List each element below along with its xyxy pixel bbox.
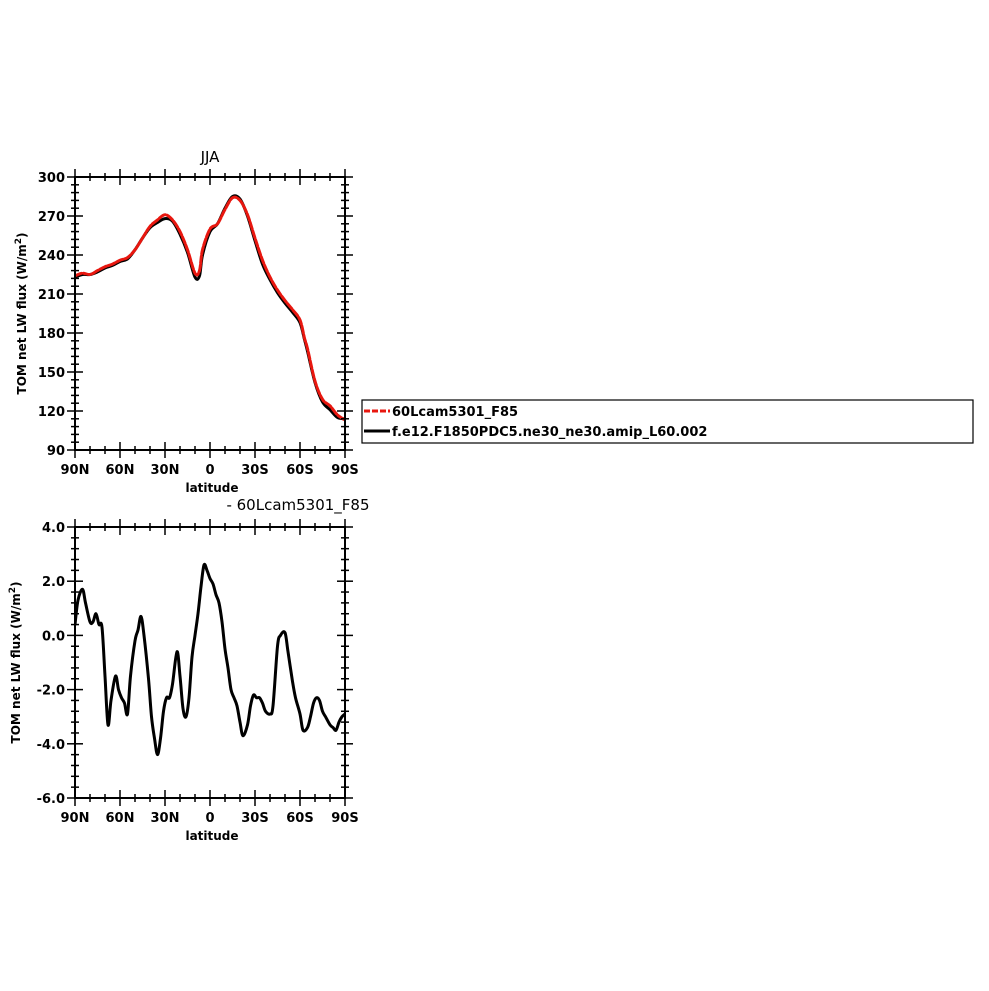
top-panel: JJA 90 120 150 180 210 240 270 300 90N 60N 30N 0 30S… <box>14 148 359 495</box>
x-tick-label: 30S <box>241 811 268 826</box>
x-tick-label: 90S <box>331 463 358 478</box>
x-tick-label: 0 <box>205 811 214 826</box>
y-tick-label: 4.0 <box>42 521 65 536</box>
series-line-difference <box>75 562 345 757</box>
bottom-plot-area: -6.0 -4.0 -2.0 0.0 2.0 4.0 90N 60N 30N 0 30S 60S 90S <box>37 519 359 826</box>
top-x-axis-label: latitude <box>185 481 238 495</box>
y-tick-label: -4.0 <box>37 738 65 753</box>
y-tick-label: -6.0 <box>37 792 65 807</box>
y-tick-label: 210 <box>38 288 65 303</box>
y-tick-label: -2.0 <box>37 684 65 699</box>
x-tick-label: 60N <box>106 463 135 478</box>
y-tick-label: 180 <box>38 327 65 342</box>
x-tick-label: 60S <box>286 463 313 478</box>
series-line-60lcam5301-f85 <box>75 195 345 422</box>
legend-entry: f.e12.F1850PDC5.ne30_ne30.amip_L60.002 <box>392 425 707 440</box>
x-tick-label: 90N <box>61 463 90 478</box>
y-tick-label: 300 <box>38 171 65 186</box>
y-tick-label: 2.0 <box>42 575 65 590</box>
y-tick-label: 150 <box>38 366 65 381</box>
x-tick-label: 90S <box>331 811 358 826</box>
bottom-y-axis-label: TOM net LW flux (W/m2) <box>8 582 23 744</box>
x-tick-label: 90N <box>61 811 90 826</box>
x-tick-label: 60N <box>106 811 135 826</box>
y-tick-label: 270 <box>38 210 65 225</box>
top-plot-area: 90 120 150 180 210 240 270 300 90N 60N 30N 0 30S 60S 9… <box>38 169 359 478</box>
top-y-axis-label: TOM net LW flux (W/m2) <box>14 233 29 395</box>
y-tick-label: 0.0 <box>42 629 65 644</box>
x-tick-label: 30N <box>151 811 180 826</box>
plot-frame <box>74 526 346 799</box>
plot-frame <box>74 176 346 451</box>
y-tick-label: 90 <box>47 444 65 459</box>
bottom-x-axis-label: latitude <box>185 829 238 843</box>
bottom-panel: - 60Lcam5301_F85 -6.0 -4.0 -2.0 0.0 2.0 4.0 90… <box>8 496 370 843</box>
top-panel-title: JJA <box>200 148 221 166</box>
x-tick-label: 30N <box>151 463 180 478</box>
bottom-panel-title: - 60Lcam5301_F85 <box>226 496 369 515</box>
legend: 60Lcam5301_F85 f.e12.F1850PDC5.ne30_ne30.… <box>361 399 974 444</box>
x-tick-label: 30S <box>241 463 268 478</box>
legend-box <box>361 399 974 444</box>
y-tick-label: 240 <box>38 249 65 264</box>
legend-entry: 60Lcam5301_F85 <box>392 405 518 420</box>
x-tick-label: 60S <box>286 811 313 826</box>
y-tick-label: 120 <box>38 405 65 420</box>
x-tick-label: 0 <box>205 463 214 478</box>
